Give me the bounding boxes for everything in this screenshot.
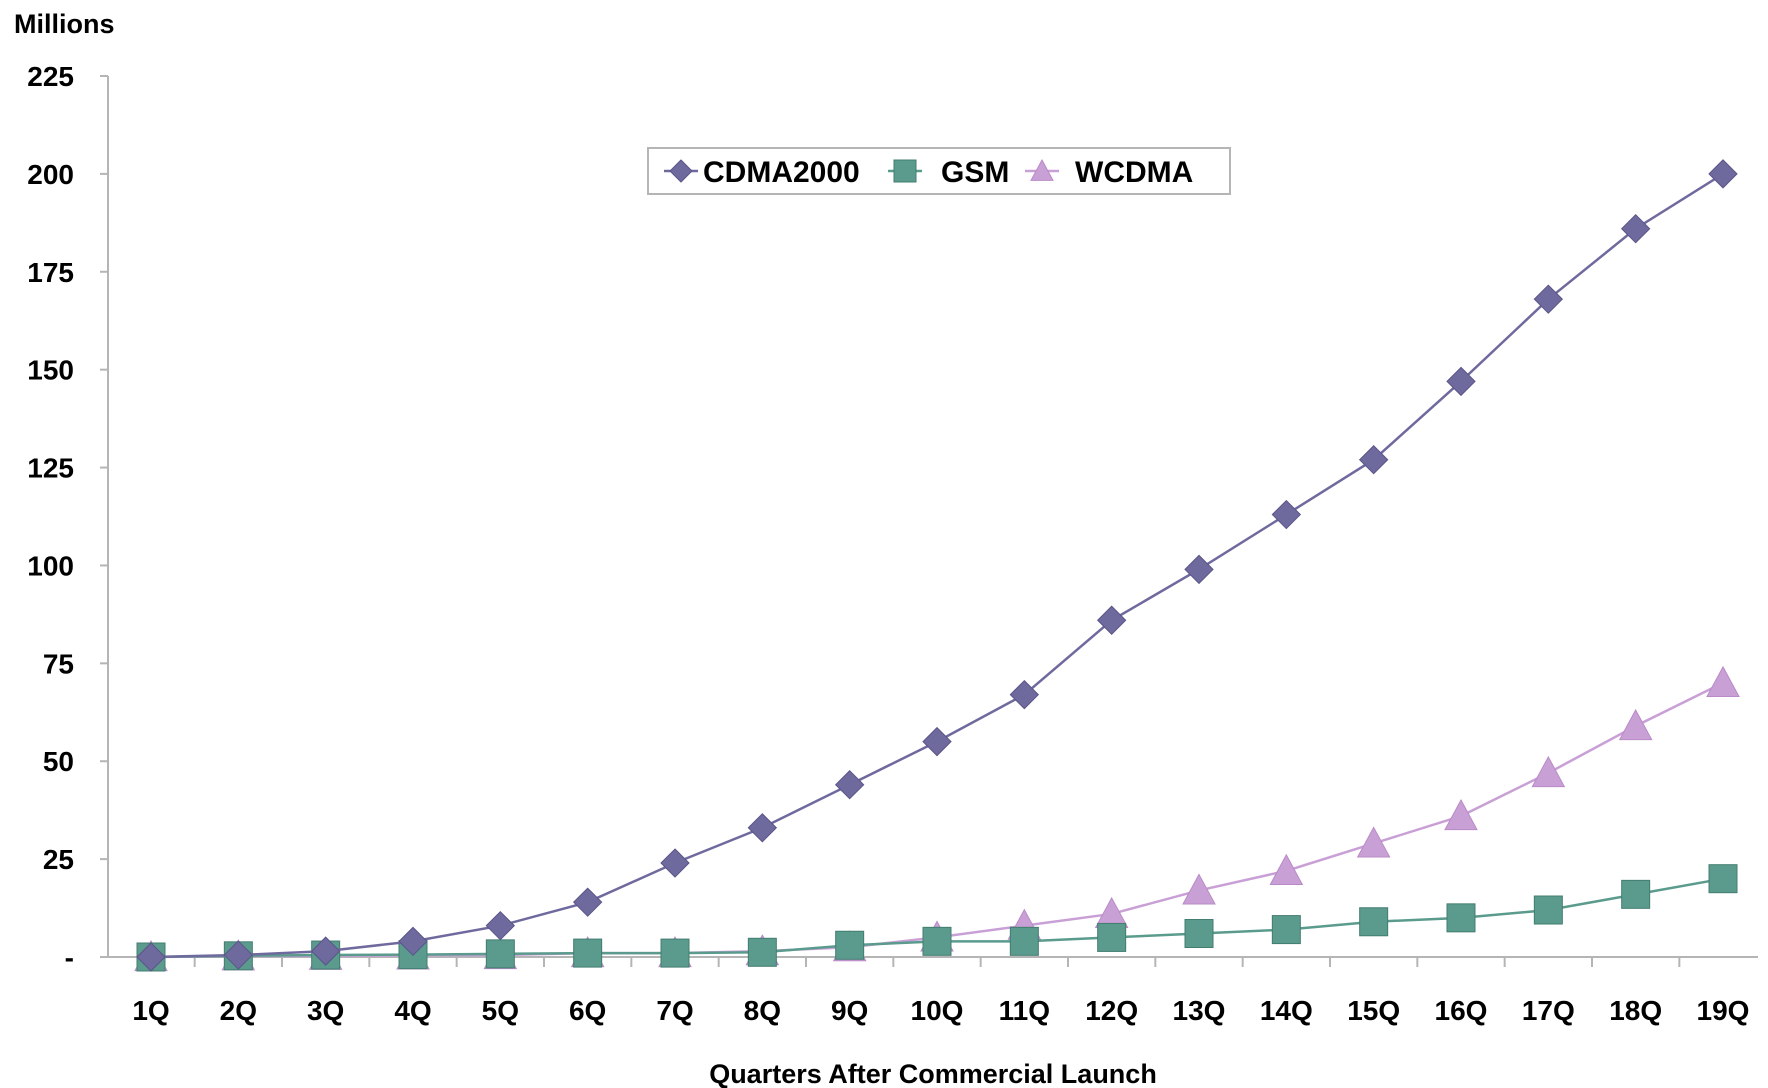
data-point-diamond — [136, 942, 166, 972]
data-point-diamond — [922, 726, 952, 757]
data-point-diamond — [223, 940, 254, 970]
series-gsm — [136, 864, 1738, 972]
x-tick-label: 15Q — [1347, 995, 1400, 1026]
data-point-square — [1359, 907, 1389, 937]
data-point-diamond — [1009, 679, 1040, 710]
x-tick-label: 11Q — [999, 995, 1050, 1026]
data-point-triangle — [1618, 708, 1653, 741]
data-point-diamond — [1533, 284, 1564, 314]
y-tick-label: 125 — [27, 453, 74, 484]
x-tick-label: 12Q — [1085, 995, 1138, 1026]
y-tick-label: 225 — [27, 61, 74, 92]
data-point-square — [747, 937, 777, 967]
data-point-diamond — [1708, 159, 1738, 189]
y-tick-label: - — [65, 942, 74, 973]
y-tick-label: 150 — [27, 355, 74, 386]
x-axis-title: Quarters After Commercial Launch — [709, 1059, 1157, 1088]
data-point-square — [1708, 864, 1738, 894]
legend: CDMA2000 GSM WCDMA — [647, 147, 1231, 195]
y-tick-label: 100 — [27, 550, 74, 581]
data-point-diamond — [1096, 605, 1127, 635]
y-tick-label: 75 — [43, 648, 74, 679]
x-tick-label: 6Q — [569, 995, 606, 1026]
x-tick-label: 5Q — [482, 995, 519, 1026]
data-point-diamond — [660, 848, 690, 878]
series-line — [150, 172, 1724, 959]
x-tick-label: 16Q — [1435, 995, 1488, 1026]
y-tick-label: 25 — [43, 844, 74, 875]
data-point-diamond — [310, 936, 341, 966]
data-point-triangle — [1269, 853, 1304, 885]
x-tick-label: 13Q — [1173, 995, 1226, 1026]
x-tick-label: 14Q — [1260, 995, 1313, 1026]
data-point-square — [1271, 915, 1301, 945]
series-cdma2000 — [136, 159, 1738, 972]
legend-box — [647, 147, 1231, 195]
x-tick-label: 8Q — [744, 995, 781, 1026]
data-point-square — [485, 939, 515, 969]
data-point-diamond — [398, 926, 428, 957]
x-tick-label: 7Q — [656, 995, 693, 1026]
data-point-square — [1097, 922, 1127, 952]
data-point-triangle — [1706, 665, 1740, 698]
data-point-triangle — [1444, 798, 1478, 831]
data-point-diamond — [485, 910, 516, 941]
legend-item-cdma2000: CDMA2000 — [664, 156, 860, 189]
legend-item-wcdma: WCDMA — [1025, 156, 1193, 189]
legend-item-gsm: GSM — [888, 156, 1009, 189]
legend-label: WCDMA — [1075, 156, 1193, 189]
data-point-square — [835, 930, 865, 960]
data-point-diamond — [1446, 366, 1476, 397]
data-point-square — [1009, 926, 1039, 956]
data-point-triangle — [1030, 158, 1054, 181]
x-tick-label: 4Q — [394, 995, 431, 1026]
y-tick-label: 175 — [27, 257, 74, 288]
x-tick-label: 10Q — [911, 995, 964, 1026]
series-wcdma — [134, 665, 1740, 972]
series-layer — [134, 159, 1740, 972]
y-tick-label: 200 — [27, 159, 74, 190]
data-point-square — [1184, 919, 1214, 949]
legend-label: CDMA2000 — [703, 156, 860, 189]
data-point-square — [573, 938, 603, 968]
data-point-square — [1621, 879, 1651, 909]
x-tick-label: 3Q — [307, 995, 344, 1026]
x-tick-label: 9Q — [831, 995, 868, 1026]
x-tick-label: 1Q — [132, 995, 169, 1026]
x-tick-label: 17Q — [1522, 995, 1575, 1026]
data-point-diamond — [572, 887, 603, 917]
data-point-diamond — [1184, 554, 1214, 585]
x-tick-label: 2Q — [220, 995, 257, 1026]
x-tick-label: 19Q — [1697, 995, 1750, 1026]
data-point-triangle — [1182, 873, 1216, 905]
data-point-triangle — [1531, 755, 1566, 788]
data-point-diamond — [1620, 213, 1651, 244]
legend-label: GSM — [941, 156, 1009, 189]
data-point-square — [1446, 903, 1476, 933]
data-point-triangle — [1356, 826, 1391, 858]
axes: - 25 50 75 100 125 150 175 200 225 1Q 2Q 3Q 4Q 5Q 6Q 7Q 8… — [27, 61, 1758, 1026]
data-point-diamond — [747, 813, 778, 843]
data-point-square — [893, 159, 917, 183]
data-point-diamond — [1358, 445, 1389, 475]
data-point-square — [1533, 895, 1563, 925]
data-point-square — [660, 938, 690, 968]
data-point-square — [922, 926, 952, 956]
y-tick-label: 50 — [43, 746, 74, 777]
y-axis-title: Millions — [14, 9, 115, 39]
data-point-diamond — [669, 159, 693, 183]
x-tick-label: 18Q — [1609, 995, 1662, 1026]
data-point-diamond — [1271, 499, 1302, 530]
data-point-diamond — [834, 770, 865, 800]
